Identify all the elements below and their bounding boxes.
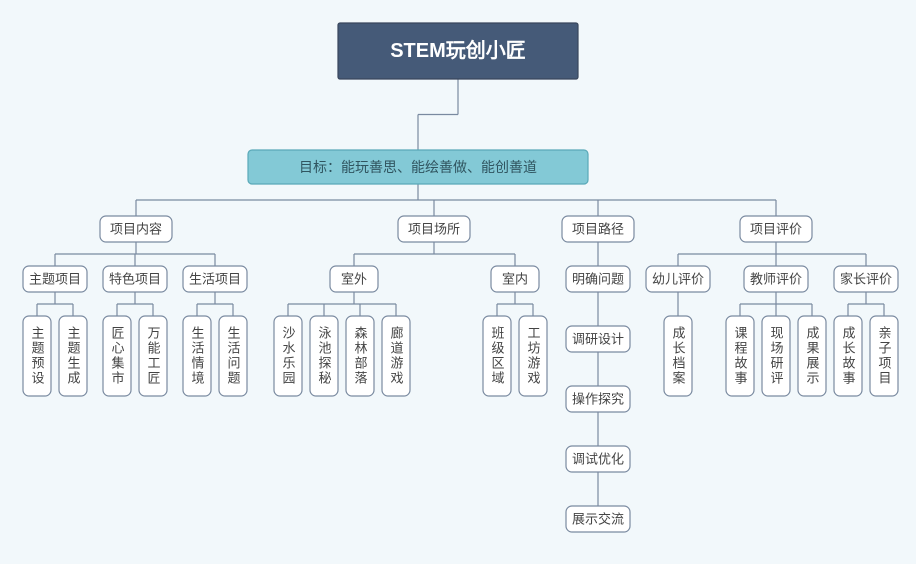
node-label: 泳池探秘 bbox=[317, 326, 332, 386]
node-label: 目标：能玩善思、能绘善做、能创善道 bbox=[299, 159, 537, 175]
node-label: 成果展示 bbox=[805, 326, 820, 386]
node-label: 明确问题 bbox=[572, 272, 624, 287]
node-label: 调研设计 bbox=[572, 332, 624, 347]
node-label: 现场研评 bbox=[769, 326, 784, 386]
node-label: 班级区域 bbox=[490, 326, 505, 386]
node-label: STEM玩创小匠 bbox=[390, 38, 526, 62]
node-label: 操作探究 bbox=[572, 392, 624, 407]
node-label: 成长档案 bbox=[671, 326, 686, 386]
node-label: 家长评价 bbox=[840, 272, 892, 287]
node-label: 万能工匠 bbox=[146, 326, 161, 386]
node-label: 室内 bbox=[502, 272, 528, 287]
node-label: 生活问题 bbox=[226, 326, 241, 386]
node-label: 匠心集市 bbox=[110, 326, 125, 386]
node-label: 项目路径 bbox=[572, 222, 624, 237]
node-label: 成长故事 bbox=[841, 326, 856, 386]
node-label: 森林部落 bbox=[353, 326, 368, 386]
node-label: 项目内容 bbox=[110, 222, 162, 237]
node-label: 生活情境 bbox=[190, 326, 205, 386]
node-label: 幼儿评价 bbox=[652, 272, 704, 287]
node-label: 项目场所 bbox=[408, 222, 460, 237]
node-label: 廊道游戏 bbox=[389, 325, 404, 386]
node-label: 调试优化 bbox=[572, 452, 624, 467]
node-label: 亲子项目 bbox=[877, 326, 892, 386]
node-label: 工坊游戏 bbox=[526, 326, 541, 386]
node-label: 生活项目 bbox=[189, 272, 241, 287]
node-label: 主题预设 bbox=[30, 326, 45, 386]
node-label: 主题项目 bbox=[29, 272, 81, 287]
node-label: 沙水乐园 bbox=[281, 326, 296, 386]
node-label: 室外 bbox=[341, 272, 367, 287]
node-label: 展示交流 bbox=[572, 512, 624, 527]
node-label: 课程故事 bbox=[733, 326, 748, 386]
node-label: 项目评价 bbox=[750, 222, 802, 237]
node-label: 特色项目 bbox=[109, 272, 161, 287]
node-label: 教师评价 bbox=[750, 272, 802, 287]
node-label: 主题生成 bbox=[66, 326, 81, 386]
